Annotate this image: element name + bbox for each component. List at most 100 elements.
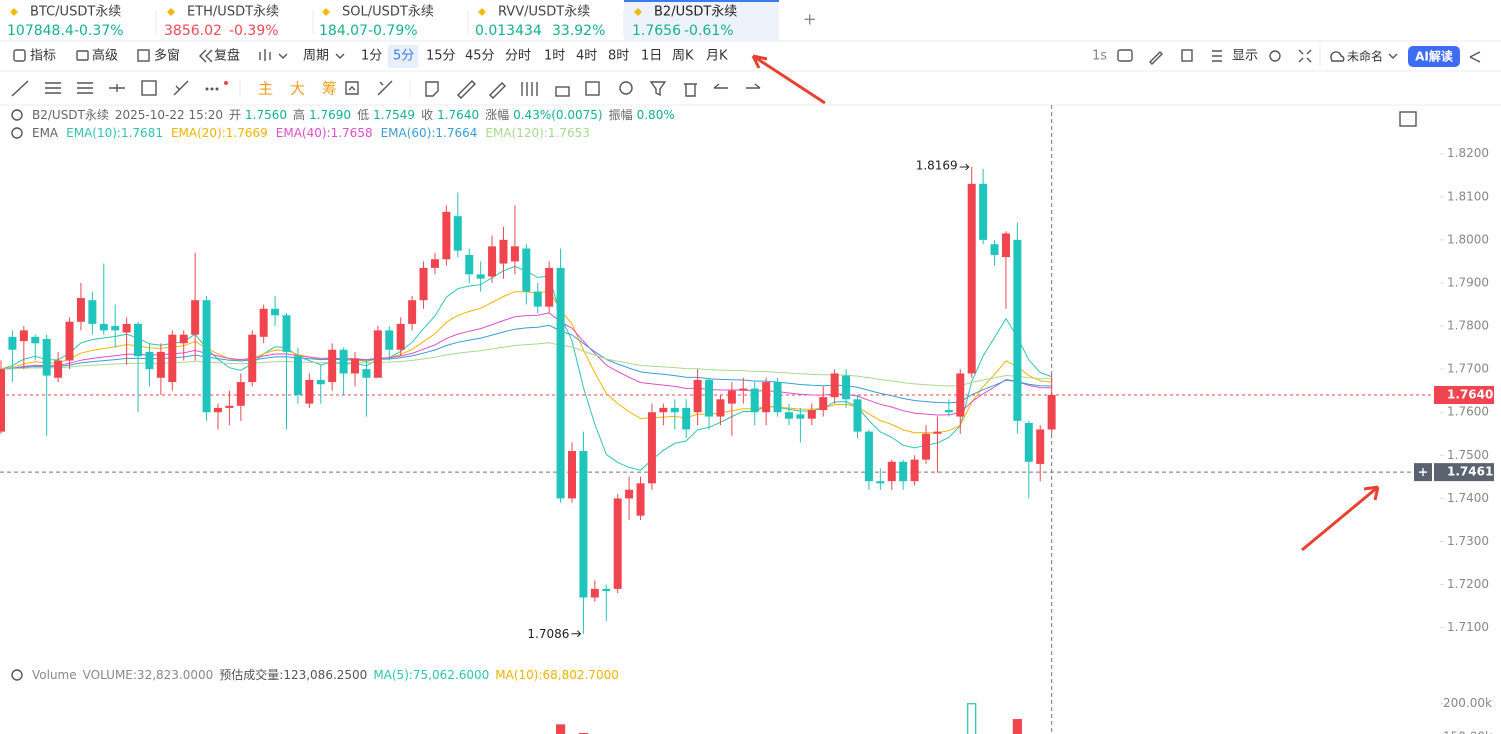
fullscreen-icon[interactable] [1298, 49, 1312, 63]
interval[interactable]: 1s [1092, 49, 1107, 64]
horizontal-tool[interactable] [109, 84, 125, 92]
replay-icon [199, 49, 213, 63]
period[interactable]: 1时 [544, 49, 565, 64]
toolbar-item[interactable]: 多窗 [154, 48, 180, 64]
period[interactable]: 45分 [465, 49, 495, 64]
period[interactable]: 周K [672, 49, 694, 64]
alert-icon[interactable] [1181, 49, 1193, 62]
tab-symbol[interactable]: SOL/USDT永续 [342, 5, 434, 20]
redo[interactable] [746, 83, 761, 89]
ema-value: EMA(10):1.7681 [66, 126, 163, 140]
period[interactable]: 分时 [505, 49, 531, 64]
candle-body [213, 407, 222, 413]
candle-body [122, 323, 131, 333]
candle-body [1036, 429, 1045, 464]
layout-name[interactable]: 未命名 [1347, 49, 1383, 64]
tool[interactable] [585, 81, 600, 96]
candle-body [647, 412, 656, 484]
tool[interactable] [521, 82, 538, 96]
candle-body [899, 461, 908, 482]
candle-body [271, 308, 280, 316]
toolbar-item[interactable]: 指标 [30, 49, 56, 64]
filter-tool[interactable] [649, 81, 667, 97]
indicator-tool[interactable]: 主 [258, 80, 273, 98]
channel-tool[interactable] [77, 82, 93, 94]
rect-tool[interactable] [141, 80, 157, 96]
delete-tool[interactable] [684, 83, 697, 97]
tab-symbol[interactable]: BTC/USDT永续 [30, 5, 121, 20]
candle-body [1001, 233, 1010, 258]
collapse-icon[interactable] [11, 109, 23, 121]
crosshair-tag [1434, 463, 1494, 482]
info-value: 0.43%(0.0075) [513, 108, 602, 122]
share-icon[interactable] [1469, 51, 1481, 63]
draw-icon[interactable] [1149, 51, 1163, 65]
tab-symbol[interactable]: ETH/USDT永续 [187, 5, 279, 20]
ai-button[interactable] [1408, 46, 1460, 67]
fib-tool[interactable] [173, 80, 189, 96]
ema-legend: EMA EMA(10):1.7681 EMA(20):1.7669 EMA(40):1… [32, 126, 590, 140]
period[interactable]: 1日 [641, 49, 662, 64]
indicator-tool[interactable]: 筹 [322, 80, 337, 98]
parallel-tool[interactable] [45, 82, 61, 94]
period[interactable]: 8时 [608, 49, 629, 64]
period[interactable]: 1分 [361, 49, 382, 64]
magnet-tool[interactable] [489, 82, 506, 99]
period-menu[interactable]: 周期 [303, 49, 329, 64]
candle-body [430, 259, 439, 268]
toolbar-item[interactable]: 高级 [92, 48, 118, 64]
settings-icon[interactable] [1269, 50, 1281, 62]
info-label: 涨幅 [485, 107, 509, 122]
add-tab[interactable]: + [803, 10, 816, 29]
tool[interactable] [377, 80, 393, 96]
candle-body [990, 244, 999, 255]
ruler-tool[interactable] [457, 80, 476, 99]
info-value: 1.7549 [373, 108, 415, 122]
y-tick-label: 1.7800 [1447, 319, 1489, 333]
y-tick-label: 1.7500 [1447, 448, 1489, 462]
expand-icon[interactable] [1399, 111, 1417, 127]
indicator-tool[interactable]: 大 [290, 80, 305, 98]
candle-body [773, 382, 782, 413]
tool[interactable] [425, 81, 439, 97]
snapshot-icon[interactable] [1117, 49, 1133, 62]
period[interactable]: 4时 [576, 49, 597, 64]
candle-body [351, 358, 360, 374]
candle-body [636, 483, 645, 516]
y-tick-label: 1.7900 [1447, 275, 1489, 289]
info-label: 开 [229, 108, 241, 122]
lock-tool[interactable] [555, 86, 570, 97]
info-value: 0.80% [637, 108, 675, 122]
tab-change: -0.37% [74, 23, 124, 39]
candle-body [408, 300, 417, 324]
volume-title: Volume [32, 668, 77, 682]
candle-body [956, 373, 965, 417]
line-tool[interactable] [11, 80, 29, 97]
tab-change: -0.39% [229, 23, 279, 39]
undo[interactable] [713, 83, 728, 89]
tool[interactable] [345, 81, 359, 95]
period[interactable]: 15分 [426, 49, 456, 64]
hide-tool[interactable] [619, 81, 633, 95]
info-symbol: B2/USDT永续 [32, 108, 109, 122]
tab-symbol[interactable]: B2/USDT永续 [654, 5, 737, 20]
indicator-icon [13, 49, 26, 62]
volume-item: 预估成交量:123,086.2500 [219, 667, 367, 682]
candle-body [202, 300, 211, 413]
more-tool[interactable] [205, 87, 209, 91]
list-icon[interactable] [1212, 50, 1222, 62]
tab-change: 33.92% [552, 23, 605, 39]
candle-body [179, 334, 188, 344]
period[interactable]: 5分 [393, 49, 414, 64]
display[interactable]: 显示 [1232, 49, 1258, 64]
toolbar-item[interactable]: 复盘 [214, 48, 240, 64]
candle-body [373, 330, 382, 378]
candle-body [1013, 239, 1022, 421]
tab-symbol[interactable]: RVV/USDT永续 [498, 5, 590, 20]
collapse-icon[interactable] [11, 669, 23, 681]
collapse-icon[interactable] [11, 127, 23, 139]
ai-label[interactable]: AI解读 [1415, 49, 1453, 64]
candle-body [88, 300, 97, 324]
period[interactable]: 月K [706, 49, 728, 64]
